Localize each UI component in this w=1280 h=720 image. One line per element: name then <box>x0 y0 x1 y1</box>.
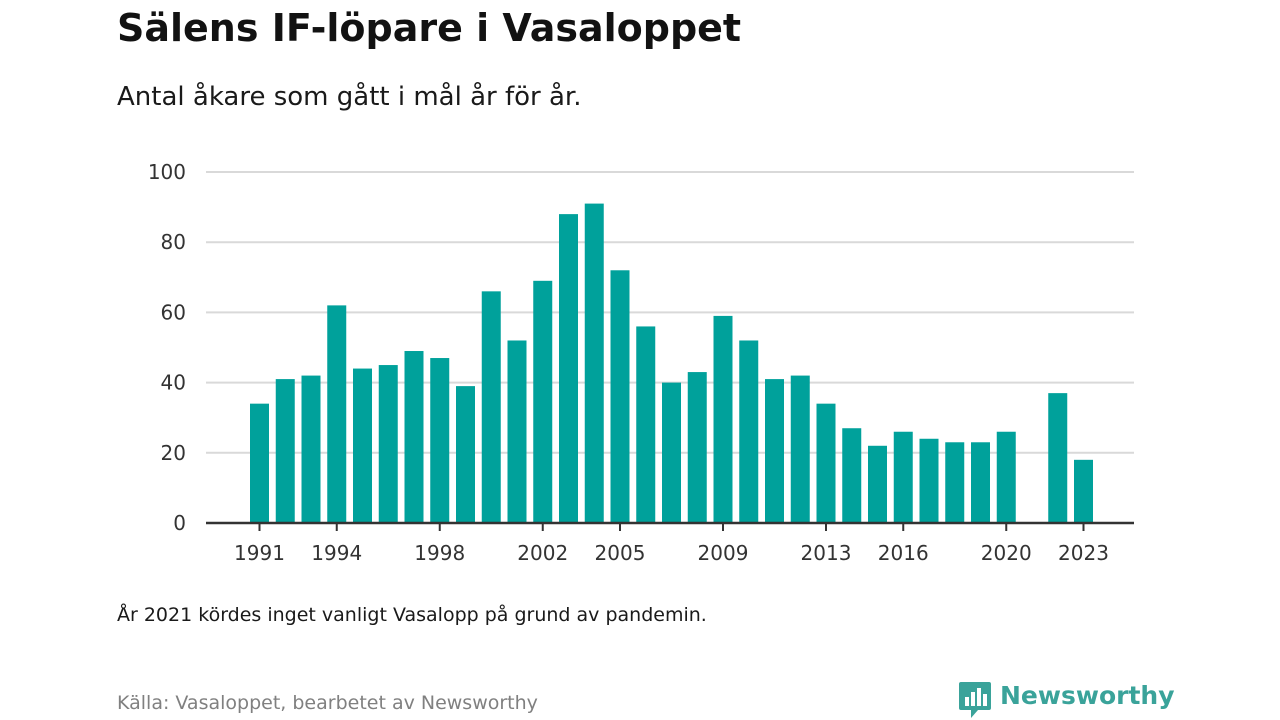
source-credit: Källa: Vasaloppet, bearbetet av Newswort… <box>117 692 538 714</box>
bar-2003 <box>559 214 578 523</box>
y-tick-label-40: 40 <box>161 371 186 395</box>
bar-2004 <box>584 203 604 523</box>
bar-2013 <box>816 403 836 523</box>
newsworthy-logo: Newsworthy <box>958 680 1175 720</box>
bar-1995 <box>353 368 372 523</box>
bar-2015 <box>868 445 887 523</box>
bar-2006 <box>636 326 656 523</box>
bar-2012 <box>790 375 810 523</box>
y-tick-label-80: 80 <box>161 230 186 254</box>
bar-1999 <box>456 386 475 523</box>
x-tick-label-2016: 2016 <box>878 541 929 565</box>
y-axis-ticks: 0 20 40 60 80 100 <box>148 160 186 535</box>
x-tick-label-2020: 2020 <box>981 541 1032 565</box>
x-axis-ticks: 1991 1994 1998 2002 2005 2009 2013 2016 2020 2023 <box>234 523 1109 565</box>
bar-2020 <box>996 431 1016 523</box>
x-tick-label-2013: 2013 <box>801 541 852 565</box>
bar-2019 <box>971 442 990 523</box>
x-tick-label-1994: 1994 <box>311 541 362 565</box>
bar-2018 <box>945 442 965 523</box>
bar-2007 <box>662 382 681 523</box>
bar-1992 <box>275 379 295 523</box>
bar-2001 <box>507 340 527 523</box>
y-tick-label-60: 60 <box>161 300 186 324</box>
newsworthy-logo-text: Newsworthy <box>1000 681 1175 710</box>
x-tick-label-2009: 2009 <box>698 541 749 565</box>
newsworthy-logo-icon <box>959 682 991 718</box>
x-tick-label-1991: 1991 <box>234 541 285 565</box>
x-tick-label-2002: 2002 <box>517 541 568 565</box>
x-tick-label-2005: 2005 <box>595 541 646 565</box>
bars <box>250 203 1093 523</box>
x-tick-label-2023: 2023 <box>1058 541 1109 565</box>
bar-1996 <box>378 365 398 523</box>
chart-note: År 2021 kördes inget vanligt Vasalopp på… <box>117 604 707 626</box>
y-tick-label-100: 100 <box>148 160 186 184</box>
bar-2000 <box>481 291 501 523</box>
bar-2010 <box>739 340 759 523</box>
bar-2017 <box>919 438 939 523</box>
bar-1997 <box>404 351 424 523</box>
bar-2005 <box>610 270 630 523</box>
bar-2023 <box>1074 459 1093 523</box>
y-tick-label-0: 0 <box>173 511 186 535</box>
bar-1998 <box>430 358 450 523</box>
bar-2022 <box>1048 393 1068 523</box>
y-tick-label-20: 20 <box>161 441 186 465</box>
bar-2011 <box>765 379 784 523</box>
bar-2014 <box>842 428 862 523</box>
bar-1994 <box>327 305 347 523</box>
bar-2016 <box>893 431 913 523</box>
bar-2008 <box>687 372 707 523</box>
bar-1991 <box>250 403 269 523</box>
bar-1993 <box>301 375 321 523</box>
bar-2009 <box>713 315 733 523</box>
bar-2002 <box>533 280 553 523</box>
chart-title: Sälens IF-löpare i Vasaloppet <box>117 6 742 50</box>
chart-subtitle: Antal åkare som gått i mål år för år. <box>117 82 582 112</box>
x-tick-label-1998: 1998 <box>414 541 465 565</box>
